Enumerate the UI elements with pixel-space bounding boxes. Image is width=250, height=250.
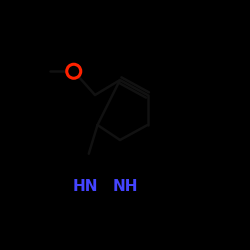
Text: HN: HN — [72, 179, 98, 194]
Circle shape — [67, 64, 81, 78]
Text: NH: NH — [112, 179, 138, 194]
